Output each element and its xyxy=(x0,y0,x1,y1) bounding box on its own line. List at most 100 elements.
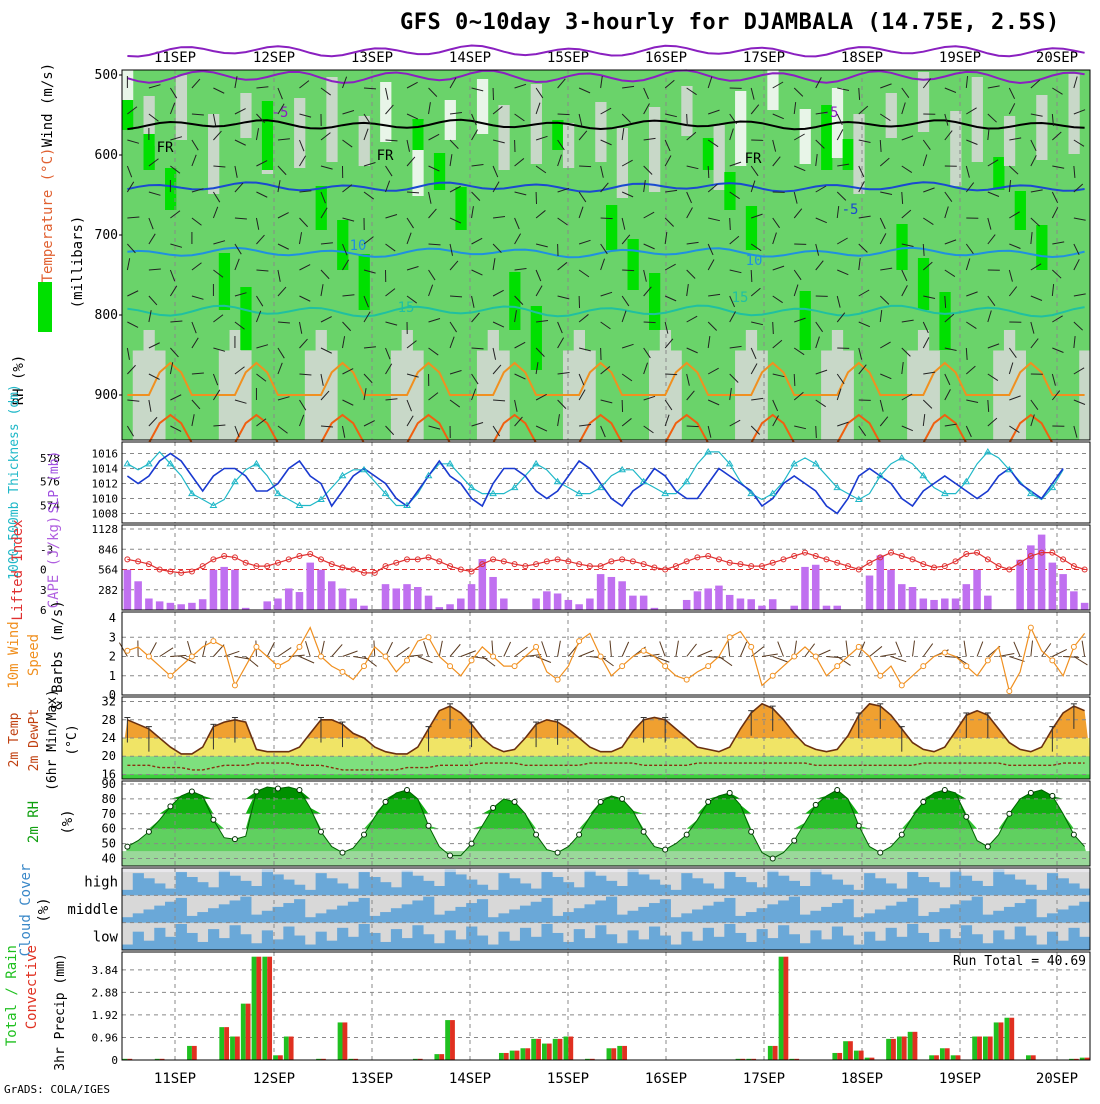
cloud-middle-bar xyxy=(886,906,897,923)
cloud-middle-bar xyxy=(541,898,552,923)
cloud-middle-bar xyxy=(595,900,606,922)
cloud-middle-bar xyxy=(810,911,821,923)
wind-marker xyxy=(555,677,560,682)
temp-axis-label-3: (6hr Min/Max) xyxy=(45,689,60,791)
cloud-middle-bar xyxy=(757,908,768,922)
cloud-high-bar xyxy=(391,887,402,895)
cloud-middle-bar xyxy=(337,906,348,923)
cape-bar xyxy=(1059,574,1067,610)
cape-bar xyxy=(446,604,454,610)
rh-dry-shading xyxy=(843,351,854,440)
cloud-low-bar xyxy=(735,933,746,950)
cape-bar xyxy=(349,599,357,610)
contour-label: 15 xyxy=(732,290,749,306)
rh-moist-shading xyxy=(219,253,230,310)
rh-marker xyxy=(684,832,689,837)
cloud-middle-bar xyxy=(154,906,165,923)
rh-marker xyxy=(405,787,410,792)
cloud-low-bar xyxy=(681,932,692,950)
cloud-low-bar xyxy=(122,945,133,950)
panel-background xyxy=(122,525,1090,610)
precip-convective-bar xyxy=(913,1032,918,1060)
cloud-low-bar xyxy=(961,925,972,950)
cape-bar xyxy=(532,599,540,610)
cloud-high-bar xyxy=(488,890,499,895)
cape-bar xyxy=(877,555,885,610)
cloud-low-bar xyxy=(1058,941,1069,950)
cloud-axis-label: Cloud Cover xyxy=(18,864,34,957)
precip-tick: 0 xyxy=(111,1054,118,1067)
wind-barb xyxy=(730,218,731,230)
cape-bar xyxy=(833,606,841,610)
precip-convective-bar xyxy=(289,1037,294,1060)
rh-marker xyxy=(448,853,453,858)
cloud-high-bar xyxy=(402,871,413,896)
cloud-middle-bar xyxy=(767,904,778,922)
cloud-high-bar xyxy=(778,876,789,896)
cloud-low-bar xyxy=(316,932,327,950)
precip-convective-bar xyxy=(999,1022,1004,1060)
temperature-axis-label: Temperature (°C) xyxy=(40,148,56,283)
wind-axis-label-1: 10m Wind xyxy=(6,621,22,688)
wind-marker xyxy=(770,673,775,678)
cloud-high-bar xyxy=(541,872,552,895)
cloud-low-bar xyxy=(692,941,703,950)
cloud-low-bar xyxy=(767,938,778,950)
cloud-high-bar xyxy=(950,871,961,896)
cloud-high-bar xyxy=(434,886,445,895)
rh-dry-shading xyxy=(929,351,940,440)
rh-dry-shading xyxy=(176,75,187,140)
cloud-middle-bar xyxy=(230,900,241,922)
cloud-high-bar xyxy=(1068,883,1079,895)
wind-marker xyxy=(749,644,754,649)
cape-bar xyxy=(285,588,293,610)
cloud-high-bar xyxy=(982,886,993,895)
cloud-middle-bar xyxy=(144,909,155,922)
cloud-middle-bar xyxy=(853,917,864,922)
cloud-high-bar xyxy=(714,889,725,896)
rh-moist-shading xyxy=(434,153,445,190)
wind-marker xyxy=(964,664,969,669)
cloud-high-bar xyxy=(197,882,208,895)
cloud-middle-bar xyxy=(283,903,294,923)
rh-tick: 60 xyxy=(102,822,116,836)
cloud-low-bar xyxy=(671,945,682,950)
precip-total-bar xyxy=(886,1039,891,1060)
precip-convective-bar xyxy=(1009,1018,1014,1060)
cloud-high-bar xyxy=(1025,885,1036,896)
cloud-low-bar xyxy=(843,936,854,950)
cloud-middle-bar xyxy=(520,906,531,923)
cloud-middle-bar xyxy=(187,916,198,923)
rh-legend-swatch xyxy=(38,282,52,332)
cloud-low-bar xyxy=(466,927,477,950)
precip-convective-bar xyxy=(988,1037,993,1060)
cloud-low-bar xyxy=(714,937,725,950)
wind-marker xyxy=(835,664,840,669)
wind-marker xyxy=(620,664,625,669)
cloud-low-bar xyxy=(875,941,886,950)
date-label-top: 17SEP xyxy=(743,50,785,66)
precip-total-bar xyxy=(779,957,784,1060)
rh-marker xyxy=(555,850,560,855)
wind-barb xyxy=(794,374,795,386)
date-label-top: 14SEP xyxy=(449,50,491,66)
cape-bar xyxy=(468,584,476,610)
cloud-middle-bar xyxy=(843,899,854,922)
rh-moist-shading xyxy=(531,306,542,370)
wind-barb xyxy=(708,166,709,178)
date-label-top: 20SEP xyxy=(1036,50,1078,66)
cape-bar xyxy=(188,603,196,610)
precip-total-bar xyxy=(843,1041,848,1060)
cloud-middle-bar xyxy=(326,909,337,922)
cloud-middle-bar xyxy=(445,911,456,923)
cape-bar xyxy=(586,599,594,610)
rh-marker xyxy=(383,799,388,804)
cloud-high-bar xyxy=(681,873,692,895)
cloud-low-bar xyxy=(133,932,144,950)
cloud-high-bar xyxy=(326,878,337,895)
cloud-middle-bar xyxy=(660,899,671,922)
cloud-middle-bar xyxy=(982,915,993,923)
precip-convective-bar xyxy=(902,1037,907,1060)
